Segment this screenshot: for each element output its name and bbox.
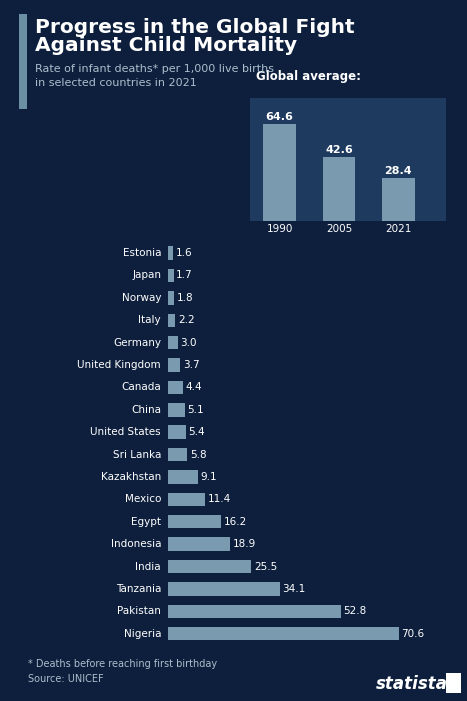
Bar [263, 124, 296, 221]
Text: Italy: Italy [139, 315, 161, 325]
Text: 18.9: 18.9 [233, 539, 256, 549]
Text: Nigeria: Nigeria [124, 629, 161, 639]
Bar [168, 627, 399, 641]
Text: Germany: Germany [113, 338, 161, 348]
Text: Sri Lanka: Sri Lanka [113, 449, 161, 460]
Bar [168, 493, 205, 506]
Bar [323, 157, 355, 221]
Text: Against Child Mortality: Against Child Mortality [35, 36, 297, 55]
Text: statista: statista [376, 674, 448, 693]
Text: Estonia: Estonia [123, 248, 161, 258]
Text: 11.4: 11.4 [208, 494, 231, 504]
Text: 2.2: 2.2 [178, 315, 195, 325]
Bar [168, 246, 173, 260]
Text: China: China [131, 404, 161, 415]
Text: Mexico: Mexico [125, 494, 161, 504]
Bar [168, 560, 252, 573]
Text: 42.6: 42.6 [325, 145, 353, 155]
Bar [168, 515, 221, 529]
Text: 9.1: 9.1 [200, 472, 217, 482]
Bar [168, 268, 174, 283]
Bar [168, 381, 183, 394]
Bar [168, 291, 174, 304]
Text: 5.1: 5.1 [187, 404, 204, 415]
Text: 3.7: 3.7 [183, 360, 199, 370]
Text: 5.8: 5.8 [190, 449, 206, 460]
Text: India: India [135, 562, 161, 571]
Text: Tanzania: Tanzania [116, 584, 161, 594]
Text: Rate of infant deaths* per 1,000 live births
in selected countries in 2021: Rate of infant deaths* per 1,000 live bi… [35, 64, 274, 88]
Text: 52.8: 52.8 [343, 606, 367, 616]
Text: United Kingdom: United Kingdom [78, 360, 161, 370]
Bar [168, 583, 280, 596]
Text: Norway: Norway [121, 293, 161, 303]
Bar [168, 358, 180, 372]
Text: Pakistan: Pakistan [117, 606, 161, 616]
Text: United States: United States [91, 427, 161, 437]
Text: Japan: Japan [132, 271, 161, 280]
Text: 1.7: 1.7 [177, 271, 193, 280]
Bar [382, 178, 415, 221]
Text: 5.4: 5.4 [188, 427, 205, 437]
Text: Egypt: Egypt [131, 517, 161, 526]
Text: 16.2: 16.2 [224, 517, 247, 526]
Bar [168, 470, 198, 484]
Bar [168, 426, 186, 439]
Text: 34.1: 34.1 [282, 584, 305, 594]
Text: 28.4: 28.4 [385, 166, 412, 176]
Text: Progress in the Global Fight: Progress in the Global Fight [35, 18, 354, 36]
Text: 25.5: 25.5 [254, 562, 277, 571]
Bar [168, 604, 341, 618]
Text: 70.6: 70.6 [402, 629, 425, 639]
Text: 3.0: 3.0 [181, 338, 197, 348]
Bar [168, 336, 178, 349]
Text: 64.6: 64.6 [266, 112, 293, 122]
Bar [168, 313, 175, 327]
Text: 4.4: 4.4 [185, 383, 202, 393]
Text: 1.8: 1.8 [177, 293, 193, 303]
Text: Global average:: Global average: [256, 70, 361, 83]
Bar [168, 448, 187, 461]
Text: Indonesia: Indonesia [111, 539, 161, 549]
Text: Canada: Canada [121, 383, 161, 393]
Text: Kazakhstan: Kazakhstan [101, 472, 161, 482]
Text: * Deaths before reaching first birthday
Source: UNICEF: * Deaths before reaching first birthday … [28, 659, 217, 683]
Bar [168, 403, 185, 416]
Text: 1.6: 1.6 [176, 248, 192, 258]
Bar [168, 538, 230, 551]
